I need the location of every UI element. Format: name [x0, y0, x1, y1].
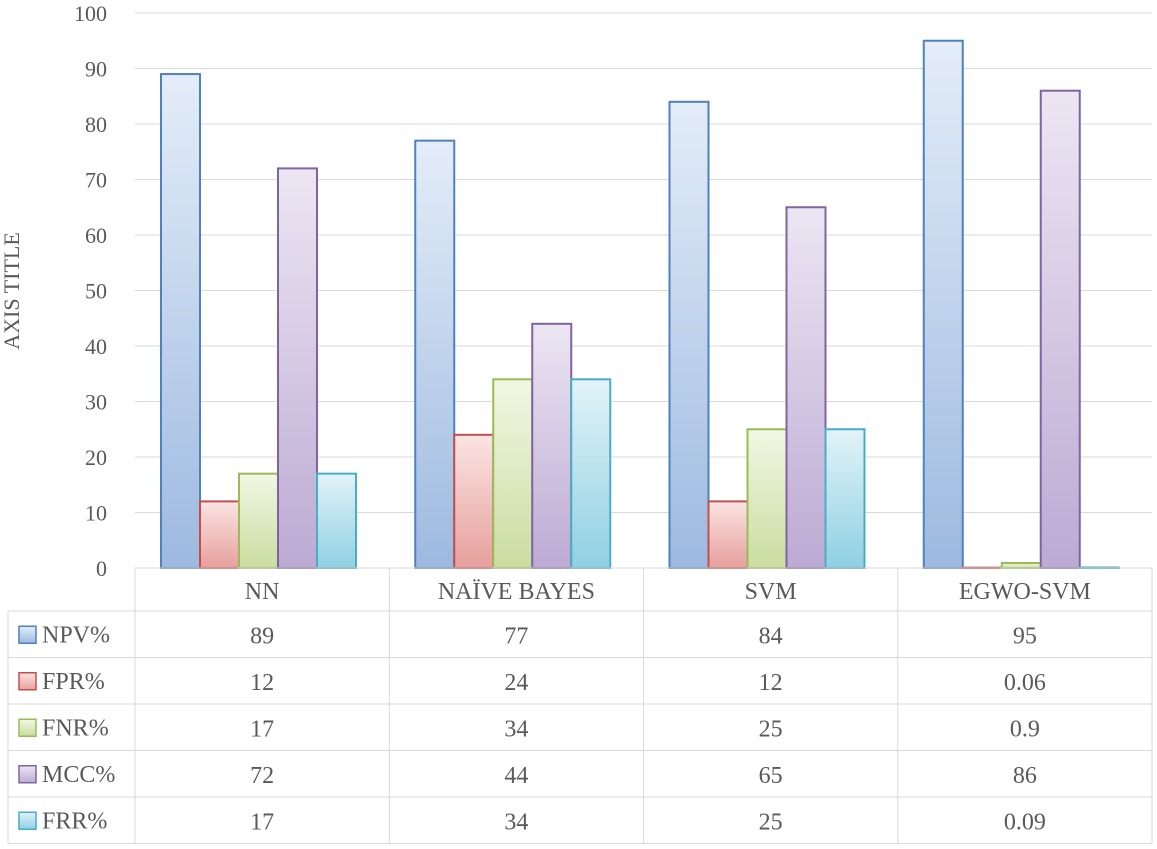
bar-npv-1: [160, 73, 201, 570]
data-label: 0.9: [1010, 716, 1040, 742]
y-tick-label: 100: [74, 1, 107, 26]
legend-key-fnr: [18, 718, 37, 737]
legend-label: NPV%: [42, 622, 110, 648]
data-label: 25: [759, 716, 783, 742]
y-tick-label: 20: [85, 445, 107, 470]
y-tick-label: 50: [85, 279, 107, 304]
legend-key-fpr: [18, 672, 37, 691]
y-tick-label: 60: [85, 223, 107, 248]
bars: [160, 39, 1120, 570]
y-tick-label: 30: [85, 390, 107, 415]
bar-frr-2: [570, 378, 612, 569]
y-tick-label: 40: [85, 334, 107, 359]
data-label: 12: [250, 670, 274, 696]
y-tick-label: 0: [96, 556, 107, 581]
category-label: NN: [245, 579, 280, 605]
legend-key-npv: [18, 625, 37, 644]
bar-fnr-4: [1000, 562, 1042, 570]
data-label: 72: [250, 763, 274, 789]
legend-label: FRR%: [42, 808, 107, 834]
category-label: SVM: [745, 579, 797, 605]
y-tick-label: 10: [85, 501, 107, 526]
legend-key-mcc: [18, 765, 37, 784]
bar-frr-3: [824, 428, 866, 569]
bar-fnr-1: [238, 472, 279, 569]
data-label: 89: [250, 623, 274, 649]
bar-npv-3: [668, 100, 710, 570]
bar-mcc-2: [531, 322, 573, 569]
legend-key-frr: [18, 811, 37, 830]
legend-label: MCC%: [42, 762, 115, 788]
y-axis-label: AXIS TITLE: [0, 232, 24, 350]
y-tick-label: 80: [85, 112, 107, 137]
data-label: 65: [759, 763, 783, 789]
data-label: 12: [759, 670, 783, 696]
data-label: 34: [504, 809, 528, 835]
data-table: NN NAÏVE BAYES SVM EGWO-SVM NPV% 89 77 84 95 FPR%…: [7, 567, 1153, 844]
y-tick-label: 70: [85, 168, 107, 193]
bar-npv-2: [414, 139, 456, 569]
data-label: 24: [504, 670, 528, 696]
data-label: 44: [504, 763, 528, 789]
bar-npv-4: [922, 39, 964, 569]
data-label: 17: [250, 809, 274, 835]
bar-frr-1: [316, 472, 357, 569]
data-label: 0.06: [1004, 670, 1046, 696]
bar-mcc-1: [277, 167, 318, 569]
legend-label: FNR%: [42, 715, 109, 741]
category-label: EGWO-SVM: [959, 579, 1091, 605]
bar-fpr-1: [199, 500, 240, 569]
y-axis-ticks: 0 10 20 30 40 50 60 70 80 90 100: [74, 1, 107, 581]
data-label: 84: [759, 623, 783, 649]
data-label: 25: [759, 809, 783, 835]
data-label: 17: [250, 716, 274, 742]
bar-fpr-2: [453, 433, 495, 569]
bar-mcc-4: [1039, 89, 1081, 569]
bar-fnr-2: [492, 378, 534, 569]
data-label: 77: [504, 623, 528, 649]
bar-fnr-3: [746, 428, 788, 569]
data-label: 34: [504, 716, 528, 742]
category-label: NAÏVE BAYES: [438, 579, 595, 605]
data-label: 0.09: [1004, 809, 1046, 835]
legend-label: FPR%: [42, 669, 105, 695]
y-tick-label: 90: [85, 57, 107, 82]
data-label: 86: [1013, 763, 1037, 789]
bar-mcc-3: [785, 206, 827, 569]
data-label: 95: [1013, 623, 1037, 649]
bar-fpr-3: [707, 500, 749, 569]
